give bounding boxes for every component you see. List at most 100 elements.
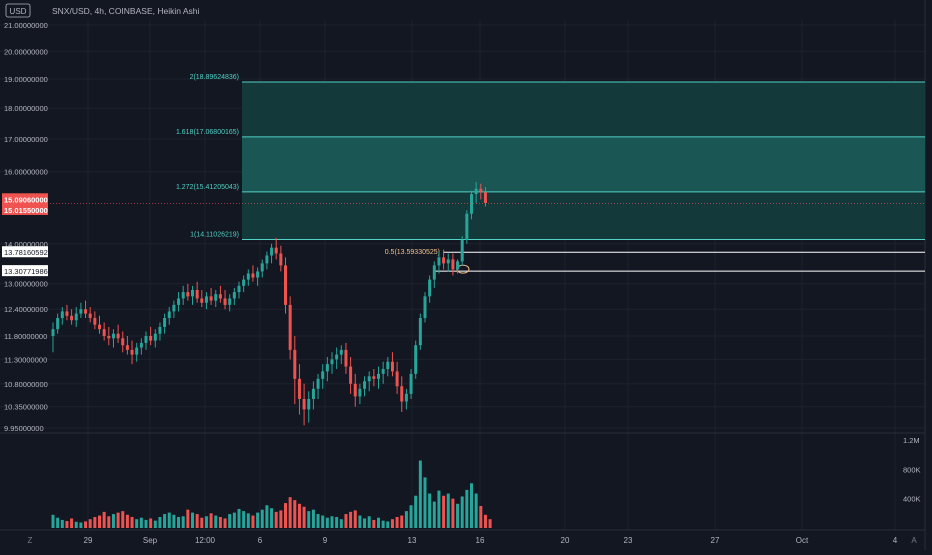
- price-tick-label: 17.00000000: [4, 135, 48, 144]
- candle-body: [237, 285, 241, 293]
- time-tick-label: 4: [893, 536, 898, 545]
- price-tick-label: 10.35000000: [4, 403, 48, 412]
- candle-body: [288, 304, 292, 350]
- volume-bar: [288, 497, 292, 528]
- volume-bar: [149, 518, 153, 528]
- volume-bar: [372, 519, 376, 528]
- time-axis[interactable]: 29 Sep 12:00 6 9 13 16 20 23 27 Oct 4 Z A: [28, 536, 918, 545]
- current-price-tag: [2, 193, 48, 205]
- volume-bar: [414, 495, 418, 528]
- auto-scale-toggle[interactable]: A: [911, 536, 917, 545]
- candle-body: [186, 292, 190, 297]
- candle-body: [70, 315, 74, 321]
- time-tick-label: Sep: [143, 536, 158, 545]
- volume-bar: [321, 515, 325, 528]
- candle-body: [432, 265, 436, 280]
- candle-body: [209, 296, 213, 301]
- volume-bar: [418, 460, 422, 528]
- candle-body: [111, 333, 115, 339]
- candle-body: [321, 371, 325, 379]
- candle-body: [293, 349, 297, 379]
- volume-bar: [270, 508, 274, 528]
- volume-bar: [191, 512, 194, 528]
- volume-bar: [483, 514, 487, 528]
- candle-body: [65, 311, 69, 316]
- candle-body: [302, 398, 306, 410]
- candle-body: [446, 259, 450, 264]
- volume-bar: [107, 516, 111, 528]
- candle-body: [228, 298, 232, 305]
- volume-bar: [363, 518, 367, 528]
- volume-bar: [218, 517, 222, 528]
- fib-zone: [242, 136, 925, 192]
- candle-body: [56, 318, 60, 330]
- price-axis[interactable]: 21.00000000 20.00000000 19.00000000 18.0000…: [2, 21, 925, 433]
- volume-bar: [130, 517, 134, 528]
- candle-body: [98, 324, 101, 330]
- time-tick-label: Oct: [796, 536, 809, 545]
- candle-body: [214, 294, 218, 301]
- time-tick-label: 23: [624, 536, 633, 545]
- fib-retracement[interactable]: 0.5(13.59330525): [385, 249, 925, 274]
- fib-extension[interactable]: 2(18.89624836) 1.618(17.06800165) 1.272(15…: [176, 74, 925, 241]
- candle-body: [107, 335, 111, 339]
- candle-body: [51, 329, 55, 336]
- time-tick-label: 12:00: [195, 536, 216, 545]
- timezone-toggle[interactable]: Z: [28, 536, 33, 545]
- volume-bar: [228, 514, 232, 528]
- currency-badge[interactable]: [5, 3, 31, 18]
- candle-body: [390, 361, 394, 372]
- candle-body: [153, 333, 157, 341]
- volume-bar: [256, 512, 260, 528]
- volume-bar: [56, 517, 60, 528]
- volume-bar: [111, 514, 115, 528]
- candle-body: [279, 253, 283, 266]
- fib-level-label: 2(18.89624836): [190, 74, 239, 81]
- fib-level-label: 1(14.11026219): [190, 232, 239, 239]
- candle-body: [246, 273, 250, 280]
- price-tick-label: 18.00000000: [4, 104, 48, 113]
- fib-zone: [242, 81, 925, 137]
- current-price-label: 15.01550000: [4, 206, 48, 215]
- candle-body: [265, 255, 269, 264]
- volume-bar: [377, 517, 380, 528]
- candle-body: [195, 290, 199, 299]
- volume-bar: [223, 518, 227, 528]
- volume-bar: [367, 516, 371, 528]
- candle-body: [79, 309, 83, 314]
- price-tick-label: 10.80000000: [4, 380, 48, 389]
- level-tag-label: 13.30771986: [4, 267, 48, 276]
- candle-body: [442, 257, 446, 264]
- volume-bars: [51, 460, 492, 528]
- level-tag: [2, 246, 48, 258]
- candle-body: [251, 273, 255, 278]
- candle-body: [335, 354, 339, 360]
- time-tick-label: 29: [84, 536, 93, 545]
- candle-body: [130, 349, 134, 355]
- volume-bar: [172, 514, 176, 528]
- volume-bar: [358, 515, 362, 528]
- price-tick-label: 16.00000000: [4, 168, 48, 177]
- volume-bar: [232, 512, 236, 528]
- volume-bar: [65, 521, 69, 528]
- candle-body: [414, 345, 418, 374]
- candle-body: [163, 318, 167, 327]
- candle-body: [307, 398, 311, 410]
- volume-bar: [200, 517, 204, 528]
- candle-body: [325, 364, 329, 372]
- price-tick-label: 14.00000000: [4, 240, 48, 249]
- volume-bar: [242, 511, 246, 528]
- time-tick-label: 16: [476, 536, 485, 545]
- candle-body: [470, 194, 473, 214]
- volume-bar: [135, 519, 139, 528]
- candle-body: [409, 373, 413, 394]
- volume-bar: [265, 505, 269, 528]
- candle-body: [223, 298, 227, 305]
- candle-body: [386, 361, 390, 369]
- volume-bar: [153, 520, 157, 528]
- volume-bar: [474, 493, 478, 528]
- volume-bar: [79, 522, 83, 528]
- symbol-title: SNX/USD, 4h, COINBASE, Heikin Ashi: [52, 6, 199, 16]
- fib-level-label: 1.618(17.06800165): [176, 129, 239, 136]
